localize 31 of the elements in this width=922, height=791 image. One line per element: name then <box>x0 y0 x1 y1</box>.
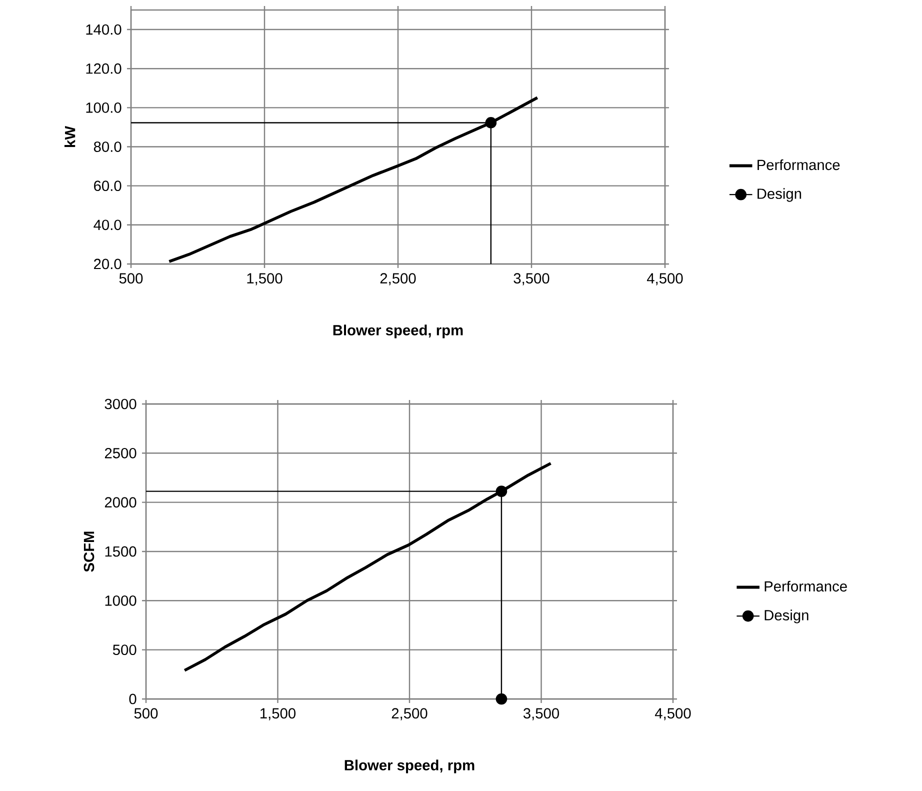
y-tick-label: 0 <box>129 694 136 704</box>
y-axis-title: SCFM <box>84 532 94 572</box>
y-tick-label: 1000 <box>105 595 136 606</box>
x-tick-label: 1,500 <box>260 708 296 720</box>
legend-label: Design <box>764 610 808 624</box>
x-tick-label: 3,500 <box>523 708 560 720</box>
legend-label: Performance <box>758 159 840 170</box>
legend-label: Performance <box>764 580 847 592</box>
y-tick-label: 40.0 <box>94 220 122 230</box>
y-tick-label: 80.0 <box>94 142 122 152</box>
x-tick-label: 4,500 <box>654 708 691 720</box>
y-tick-label: 3000 <box>104 398 136 410</box>
x-tick-label: 3,500 <box>514 273 550 286</box>
x-tick-label: 2,500 <box>392 708 428 720</box>
y-tick-label: 2500 <box>104 448 136 458</box>
y-tick-label: 1500 <box>105 546 136 557</box>
x-axis-title: Blower speed, rpm <box>333 324 463 338</box>
x-axis-title: Blower speed, rpm <box>344 760 474 774</box>
y-tick-label: 500 <box>112 644 136 656</box>
y-tick-label: 100.0 <box>86 102 122 113</box>
x-tick-label: 500 <box>134 708 158 719</box>
y-tick-label: 60.0 <box>94 180 122 192</box>
y-axis-title: kW <box>64 126 76 147</box>
y-tick-label: 2000 <box>104 497 136 508</box>
legend-label: Design <box>758 188 802 202</box>
x-tick-label: 2,500 <box>380 273 416 286</box>
y-tick-label: 20.0 <box>94 258 122 270</box>
y-tick-label: 120.0 <box>86 63 122 74</box>
y-tick-label: 140.0 <box>86 24 122 35</box>
x-tick-label: 1,500 <box>247 273 282 286</box>
x-tick-label: 4,500 <box>646 273 683 286</box>
